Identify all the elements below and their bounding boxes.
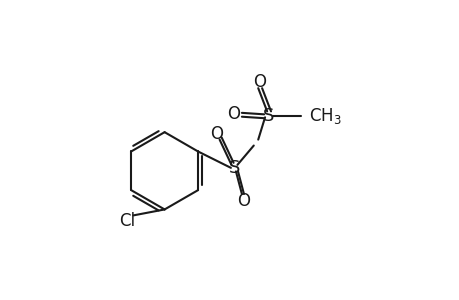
Text: S: S (228, 159, 240, 177)
Text: S: S (263, 107, 274, 125)
Text: O: O (236, 192, 249, 210)
Text: O: O (210, 125, 223, 143)
Text: O: O (227, 105, 240, 123)
Text: CH$_3$: CH$_3$ (308, 106, 341, 126)
Text: Cl: Cl (119, 212, 135, 230)
Text: O: O (252, 73, 266, 91)
